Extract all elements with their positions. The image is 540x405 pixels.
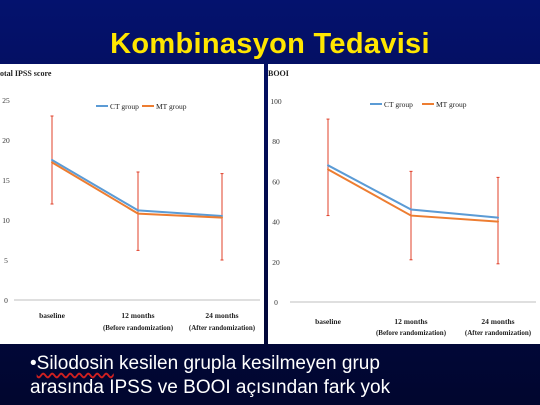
data-point-mt <box>410 214 412 217</box>
data-point-ct <box>137 209 139 212</box>
data-point-ct <box>497 216 499 219</box>
x-tick-label: 12 months <box>121 311 154 320</box>
y-tick-label: 60 <box>272 177 280 186</box>
series-line-ct <box>327 164 499 219</box>
y-tick-label: 10 <box>2 216 10 225</box>
x-tick-sublabel: (After randomization) <box>465 329 532 337</box>
x-tick-sublabel: (Before randomization) <box>376 329 447 337</box>
x-tick-label: 12 months <box>394 317 427 326</box>
y-tick-label: 20 <box>272 258 280 267</box>
data-point-mt <box>137 212 139 215</box>
booi-line-chart: BOOI 0 20 40 60 80 100 baseline 12 months (Before… <box>268 69 536 337</box>
data-point-ct <box>410 208 412 211</box>
y-tick-label: 0 <box>4 296 8 305</box>
bullet-first-word: Silodosin <box>36 353 114 374</box>
slide-title: Kombinasyon Tedavisi <box>110 28 430 60</box>
data-point-mt <box>497 220 499 223</box>
bullet-line-1: •Silodosin kesilen grupla kesilmeyen gru… <box>30 352 530 376</box>
bullet-text: •Silodosin kesilen grupla kesilmeyen gru… <box>30 352 530 400</box>
legend-label: MT group <box>436 100 467 109</box>
data-point-ct <box>327 164 329 167</box>
x-tick-label: 24 months <box>481 317 514 326</box>
bullet-line-2: arasında IPSS ve BOOI açısından fark yok <box>30 377 391 398</box>
y-tick-label: 80 <box>272 137 280 146</box>
y-tick-label: 25 <box>2 96 10 105</box>
legend-label: CT group <box>110 102 139 111</box>
data-point-mt <box>221 216 223 219</box>
data-point-mt <box>327 168 329 171</box>
x-tick-label: baseline <box>315 317 342 326</box>
bullet-marker: • <box>30 353 37 374</box>
x-tick-sublabel: (Before randomization) <box>103 324 174 332</box>
y-axis-label: otal IPSS score <box>0 69 52 78</box>
data-point-mt <box>51 161 53 164</box>
legend-label: MT group <box>156 102 187 111</box>
chart-panel-booi: BOOI 0 20 40 60 80 100 baseline 12 months (Before… <box>268 64 540 344</box>
data-point-ct <box>221 215 223 217</box>
series-line-mt <box>327 168 499 223</box>
y-tick-label: 0 <box>274 298 278 307</box>
chart-panel-ipss: otal IPSS score 0 5 10 15 20 25 baseline 12 mont… <box>0 64 264 344</box>
legend-label: CT group <box>384 100 413 109</box>
y-tick-label: 15 <box>2 176 10 185</box>
ipss-line-chart: otal IPSS score 0 5 10 15 20 25 baseline 12 mont… <box>0 69 260 332</box>
data-point-ct <box>51 159 53 161</box>
y-axis-label: BOOI <box>268 69 289 78</box>
y-tick-label: 20 <box>2 136 10 145</box>
y-tick-label: 5 <box>4 256 8 265</box>
series-line-ct <box>51 159 223 217</box>
y-tick-label: 40 <box>272 218 280 227</box>
x-tick-label: 24 months <box>205 311 238 320</box>
x-tick-label: baseline <box>39 311 66 320</box>
x-tick-sublabel: (After randomization) <box>189 324 256 332</box>
y-tick-label: 100 <box>270 97 282 106</box>
bullet-line-1-rest: kesilen grupla kesilmeyen grup <box>113 353 380 374</box>
